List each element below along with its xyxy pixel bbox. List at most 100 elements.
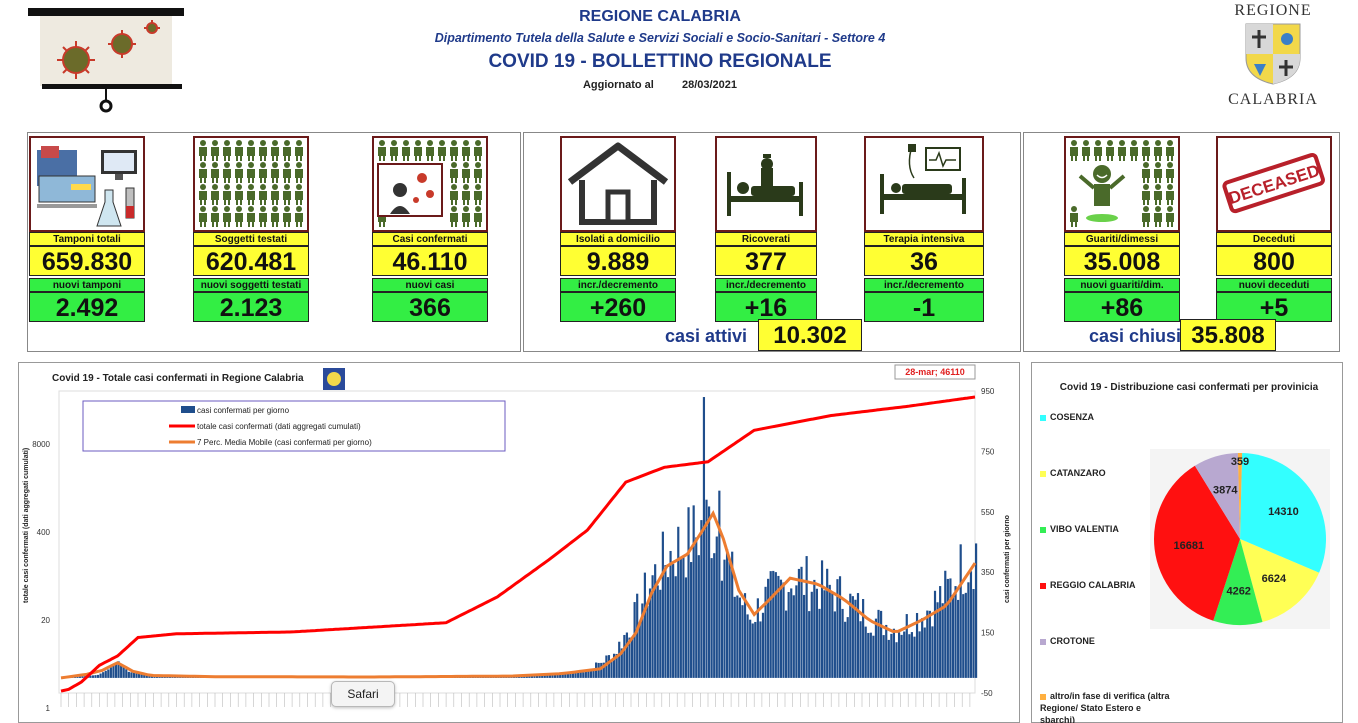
daily-bar <box>710 558 713 678</box>
daily-bar <box>792 595 795 678</box>
daily-bar <box>656 585 659 678</box>
deceduti-value: 800 <box>1216 246 1332 276</box>
daily-bar <box>874 618 878 678</box>
daily-bar <box>602 662 605 678</box>
people-grid-icon <box>193 136 309 232</box>
daily-bar <box>862 599 865 678</box>
left-tick-label: 400 <box>37 528 51 537</box>
daily-bar <box>546 673 549 678</box>
pie-data-label: 6624 <box>1262 573 1287 585</box>
ricoverati-incr-label: incr./decremento <box>715 278 817 292</box>
daily-bar <box>946 578 949 678</box>
daily-bar <box>962 594 965 678</box>
daily-bar <box>700 520 703 678</box>
daily-bar <box>628 637 631 678</box>
daily-bar <box>941 603 944 678</box>
daily-bar <box>828 584 831 678</box>
daily-bar <box>81 676 84 678</box>
daily-bar <box>767 578 770 678</box>
right-tick-label: 350 <box>981 568 995 577</box>
deceduti-label: Deceduti <box>1216 232 1332 246</box>
daily-bar <box>674 576 677 678</box>
daily-bar <box>548 673 551 678</box>
nuovi-soggetti-label: nuovi soggetti testati <box>193 278 309 292</box>
daily-bar <box>818 608 821 678</box>
daily-bar <box>877 609 880 678</box>
daily-bar <box>869 632 872 678</box>
daily-bar <box>787 592 790 678</box>
daily-bar <box>885 624 888 678</box>
daily-bar <box>908 634 911 678</box>
daily-bar <box>954 586 957 678</box>
casi-label: Casi confermati <box>372 232 488 246</box>
daily-bar <box>682 556 685 678</box>
pie-legend-crotone: CROTONE <box>1040 635 1095 647</box>
daily-bar <box>805 556 808 678</box>
daily-bar <box>751 623 754 678</box>
casi-attivi-label: casi attivi <box>665 326 748 346</box>
daily-bar <box>833 611 836 678</box>
daily-bar <box>731 551 734 678</box>
regione-calabria-logo: REGIONE CALABRIA <box>1218 2 1328 112</box>
daily-bar <box>928 610 931 678</box>
daily-bar <box>541 674 544 678</box>
chart-title: Covid 19 - Totale casi confermati in Reg… <box>52 373 304 384</box>
safari-tooltip: Safari <box>331 681 395 707</box>
daily-bar <box>707 506 711 678</box>
daily-bar <box>94 675 97 678</box>
tamponi-label: Tamponi totali <box>29 232 145 246</box>
daily-bar <box>746 614 749 678</box>
daily-bar <box>895 642 898 678</box>
chart-logo-icon <box>323 368 345 390</box>
daily-bar <box>654 564 657 678</box>
daily-bar <box>102 672 105 678</box>
update-line: Aggiornato al 28/03/2021 <box>360 79 960 91</box>
left-axis: 8000 400 20 1 <box>32 440 50 713</box>
daily-bar <box>646 606 649 678</box>
daily-bar <box>610 661 613 678</box>
isolati-value: 9.889 <box>560 246 676 276</box>
daily-bar <box>836 579 839 678</box>
daily-bar <box>659 589 662 678</box>
daily-bar <box>138 673 141 678</box>
daily-bar <box>841 608 844 678</box>
recovered-person-icon <box>1064 136 1180 232</box>
daily-bar <box>91 675 94 678</box>
daily-bar <box>736 595 739 678</box>
daily-bar <box>854 599 857 678</box>
daily-bar <box>618 641 621 678</box>
pie-slice <box>1154 465 1240 621</box>
daily-bar <box>759 621 762 678</box>
daily-bar <box>864 626 867 678</box>
daily-bar <box>959 544 962 678</box>
pie-data-label: 4262 <box>1226 586 1250 598</box>
daily-bar <box>99 673 102 678</box>
daily-bar <box>900 634 903 678</box>
casi-value: 46.110 <box>372 246 488 276</box>
house-icon <box>560 136 676 232</box>
icu-bed-icon <box>864 136 984 232</box>
daily-bar <box>577 671 580 678</box>
lab-equipment-icon <box>29 136 145 232</box>
daily-bar <box>774 572 777 678</box>
daily-bar <box>859 621 862 678</box>
daily-bar <box>918 631 921 678</box>
pie-slice <box>1213 539 1263 626</box>
right-axis-label: casi confermati per giorno <box>1004 515 1011 603</box>
tamponi-value: 659.830 <box>29 246 145 276</box>
pie-legend-reggio: REGGIO CALABRIA <box>1040 579 1136 591</box>
daily-bar <box>926 610 929 678</box>
cases-chart-panel: Covid 19 - Totale casi confermati in Reg… <box>18 362 1020 723</box>
daily-bar <box>641 603 644 678</box>
pie-legend-catanzaro: CATANZARO <box>1040 467 1106 479</box>
daily-bar <box>638 622 641 678</box>
daily-bar <box>887 639 890 678</box>
daily-bar <box>551 673 554 678</box>
daily-bar <box>831 591 834 678</box>
daily-bar <box>756 598 759 678</box>
guariti-value: 35.008 <box>1064 246 1180 276</box>
daily-bar <box>785 610 788 678</box>
daily-bar <box>777 575 780 678</box>
daily-bar <box>112 665 115 678</box>
daily-bar <box>728 560 731 678</box>
